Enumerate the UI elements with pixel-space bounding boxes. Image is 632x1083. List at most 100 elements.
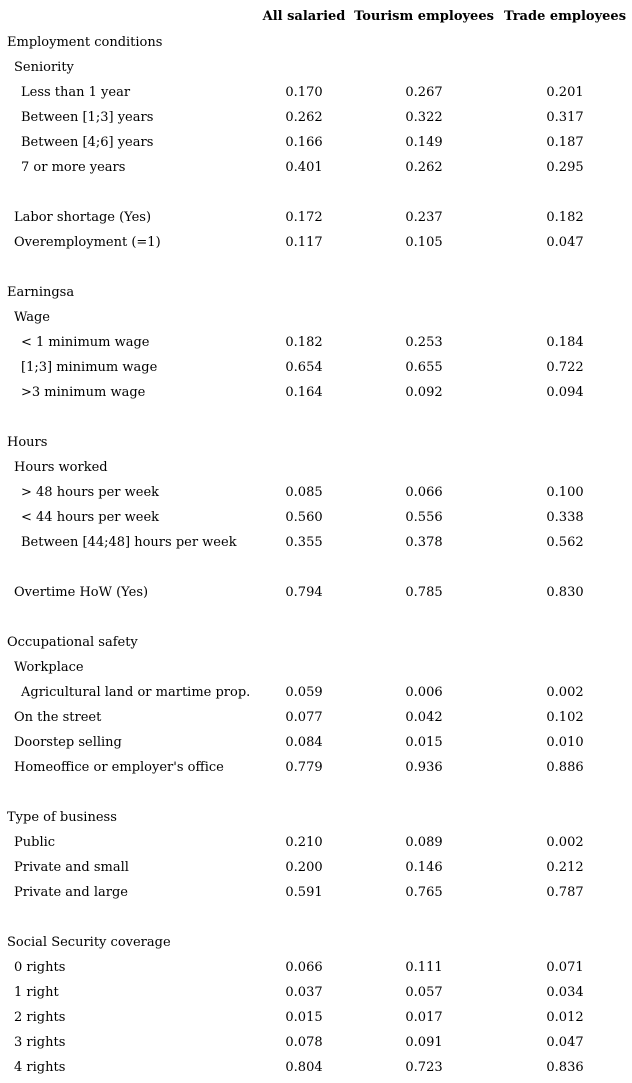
column-header-trade-employees: Trade employees bbox=[503, 8, 627, 24]
cell-value: 0.560 bbox=[285, 510, 323, 525]
cell-value: 0.078 bbox=[285, 1035, 323, 1050]
row-label: Occupational safety bbox=[7, 635, 138, 650]
cell-value: 0.253 bbox=[405, 335, 443, 350]
cell-value: 0.015 bbox=[405, 735, 443, 750]
cell-value: 0.117 bbox=[285, 235, 323, 250]
table-row: 3 rights 0.078 0.091 0.047 bbox=[0, 1030, 632, 1055]
cell-value: 0.237 bbox=[405, 210, 443, 225]
cell-value: 0.723 bbox=[405, 1060, 443, 1075]
table-row: Employment conditions bbox=[0, 30, 632, 55]
cell-value: 0.201 bbox=[546, 85, 584, 100]
cell-value: 0.077 bbox=[285, 710, 323, 725]
table-row: Social Security coverage bbox=[0, 930, 632, 955]
table-row: Overtime HoW (Yes) 0.794 0.785 0.830 bbox=[0, 580, 632, 605]
table-row: < 44 hours per week 0.560 0.556 0.338 bbox=[0, 505, 632, 530]
table-row: On the street 0.077 0.042 0.102 bbox=[0, 705, 632, 730]
table-row: 4 rights 0.804 0.723 0.836 bbox=[0, 1055, 632, 1080]
row-label: Seniority bbox=[14, 60, 74, 75]
cell-value: 0.071 bbox=[546, 960, 584, 975]
row-label: Private and large bbox=[14, 885, 128, 900]
table-row: Between [1;3] years 0.262 0.322 0.317 bbox=[0, 105, 632, 130]
row-label: Workplace bbox=[14, 660, 84, 675]
cell-value: 0.066 bbox=[405, 485, 443, 500]
row-label: < 1 minimum wage bbox=[21, 335, 150, 350]
row-label: Overtime HoW (Yes) bbox=[14, 585, 149, 600]
table-row: Earningsa bbox=[0, 280, 632, 305]
table-row: [1;3] minimum wage 0.654 0.655 0.722 bbox=[0, 355, 632, 380]
table-row: Doorstep selling 0.084 0.015 0.010 bbox=[0, 730, 632, 755]
cell-value: 0.317 bbox=[546, 110, 584, 125]
cell-value: 0.057 bbox=[405, 985, 443, 1000]
cell-value: 0.212 bbox=[546, 860, 584, 875]
cell-value: 0.010 bbox=[546, 735, 584, 750]
row-label: Labor shortage (Yes) bbox=[14, 210, 152, 225]
row-label: 4 rights bbox=[14, 1060, 66, 1075]
row-label: Between [44;48] hours per week bbox=[21, 535, 237, 550]
row-label: Employment conditions bbox=[7, 35, 163, 50]
column-header-tourism-employees: Tourism employees bbox=[354, 8, 494, 24]
row-label: 3 rights bbox=[14, 1035, 66, 1050]
cell-value: 0.166 bbox=[285, 135, 323, 150]
row-label: < 44 hours per week bbox=[21, 510, 160, 525]
cell-value: 0.149 bbox=[405, 135, 443, 150]
column-header-all-salaried: All salaried bbox=[262, 8, 346, 24]
cell-value: 0.765 bbox=[405, 885, 443, 900]
row-label: > 48 hours per week bbox=[21, 485, 160, 500]
table-row: Overemployment (=1) 0.117 0.105 0.047 bbox=[0, 230, 632, 255]
cell-value: 0.066 bbox=[285, 960, 323, 975]
row-label: Overemployment (=1) bbox=[14, 235, 161, 250]
cell-value: 0.084 bbox=[285, 735, 323, 750]
table-row: Occupational safety bbox=[0, 630, 632, 655]
cell-value: 0.047 bbox=[546, 235, 584, 250]
table-row: 7 or more years 0.401 0.262 0.295 bbox=[0, 155, 632, 180]
cell-value: 0.936 bbox=[405, 760, 443, 775]
cell-value: 0.355 bbox=[285, 535, 323, 550]
cell-value: 0.556 bbox=[405, 510, 443, 525]
cell-value: 0.591 bbox=[285, 885, 323, 900]
cell-value: 0.262 bbox=[405, 160, 443, 175]
cell-value: 0.722 bbox=[546, 360, 584, 375]
row-label: Public bbox=[14, 835, 56, 850]
table-row: Between [4;6] years 0.166 0.149 0.187 bbox=[0, 130, 632, 155]
cell-value: 0.787 bbox=[546, 885, 584, 900]
cell-value: 0.002 bbox=[546, 685, 584, 700]
cell-value: 0.172 bbox=[285, 210, 323, 225]
row-label: >3 minimum wage bbox=[21, 385, 146, 400]
cell-value: 0.184 bbox=[546, 335, 584, 350]
spacer-row bbox=[0, 180, 632, 205]
table-row: Private and large 0.591 0.765 0.787 bbox=[0, 880, 632, 905]
cell-value: 0.401 bbox=[285, 160, 323, 175]
row-label: Social Security coverage bbox=[7, 935, 171, 950]
cell-value: 0.836 bbox=[546, 1060, 584, 1075]
cell-value: 0.092 bbox=[405, 385, 443, 400]
cell-value: 0.830 bbox=[546, 585, 584, 600]
cell-value: 0.094 bbox=[546, 385, 584, 400]
table-row: Agricultural land or martime prop. 0.059 0… bbox=[0, 680, 632, 705]
cell-value: 0.378 bbox=[405, 535, 443, 550]
row-label: Between [1;3] years bbox=[21, 110, 154, 125]
spacer-row bbox=[0, 555, 632, 580]
row-label: On the street bbox=[14, 710, 102, 725]
cell-value: 0.037 bbox=[285, 985, 323, 1000]
spacer-row bbox=[0, 780, 632, 805]
row-label: Agricultural land or martime prop. bbox=[21, 685, 251, 700]
table-row: > 48 hours per week 0.085 0.066 0.100 bbox=[0, 480, 632, 505]
cell-value: 0.794 bbox=[285, 585, 323, 600]
cell-value: 0.170 bbox=[285, 85, 323, 100]
table-row: Seniority bbox=[0, 55, 632, 80]
cell-value: 0.146 bbox=[405, 860, 443, 875]
cell-value: 0.804 bbox=[285, 1060, 323, 1075]
cell-value: 0.100 bbox=[546, 485, 584, 500]
cell-value: 0.042 bbox=[405, 710, 443, 725]
table-row: Workplace bbox=[0, 655, 632, 680]
cell-value: 0.655 bbox=[405, 360, 443, 375]
row-label: 0 rights bbox=[14, 960, 66, 975]
row-label: Between [4;6] years bbox=[21, 135, 154, 150]
cell-value: 0.089 bbox=[405, 835, 443, 850]
cell-value: 0.182 bbox=[285, 335, 323, 350]
cell-value: 0.047 bbox=[546, 1035, 584, 1050]
cell-value: 0.295 bbox=[546, 160, 584, 175]
cell-value: 0.012 bbox=[546, 1010, 584, 1025]
spacer-row bbox=[0, 255, 632, 280]
